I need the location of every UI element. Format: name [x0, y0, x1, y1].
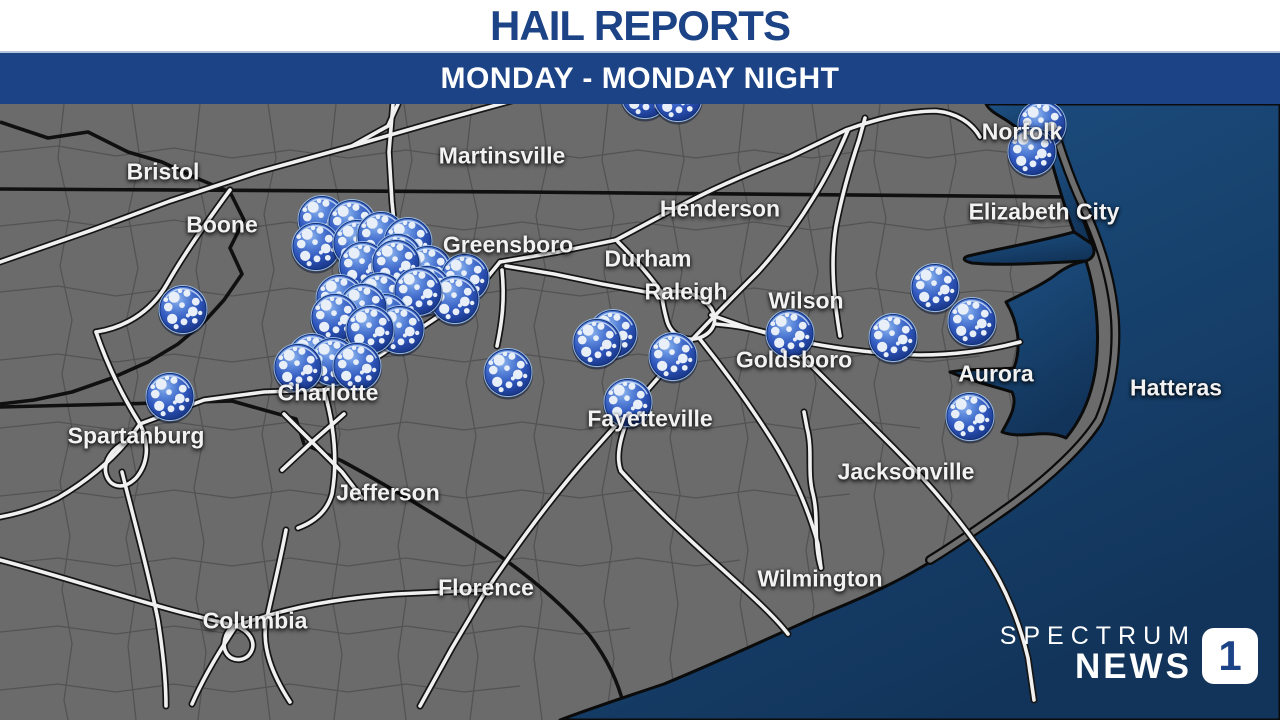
channel-1-badge: 1 [1202, 628, 1258, 684]
time-range-banner: MONDAY - MONDAY NIGHT [0, 51, 1280, 104]
logo-news-wordmark: NEWS [1075, 647, 1192, 686]
page-title: HAIL REPORTS [490, 1, 791, 49]
logo-network-name: SPECTRUM [999, 621, 1196, 650]
header-bar: HAIL REPORTS [0, 0, 1280, 51]
spectrum-news-1-logo: SPECTRUM NEWS 1 [999, 621, 1258, 686]
time-range-text: MONDAY - MONDAY NIGHT [440, 61, 840, 95]
atlantic-ocean [558, 102, 1280, 720]
